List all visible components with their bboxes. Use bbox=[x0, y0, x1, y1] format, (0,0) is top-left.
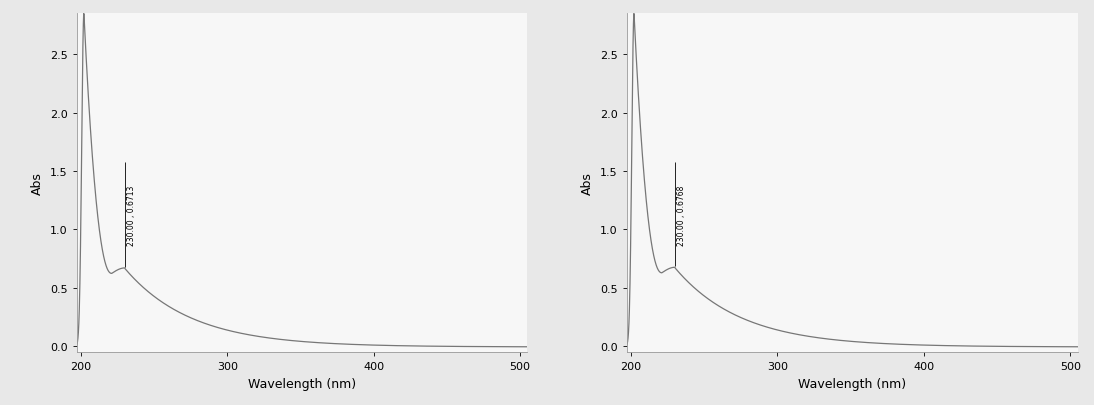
Y-axis label: Abs: Abs bbox=[581, 172, 594, 195]
X-axis label: Wavelength (nm): Wavelength (nm) bbox=[799, 377, 906, 390]
Text: 230.00 , 0.6768: 230.00 , 0.6768 bbox=[677, 185, 686, 245]
Y-axis label: Abs: Abs bbox=[32, 172, 44, 195]
Text: 230.00 , 0.6713: 230.00 , 0.6713 bbox=[127, 185, 136, 245]
X-axis label: Wavelength (nm): Wavelength (nm) bbox=[248, 377, 356, 390]
